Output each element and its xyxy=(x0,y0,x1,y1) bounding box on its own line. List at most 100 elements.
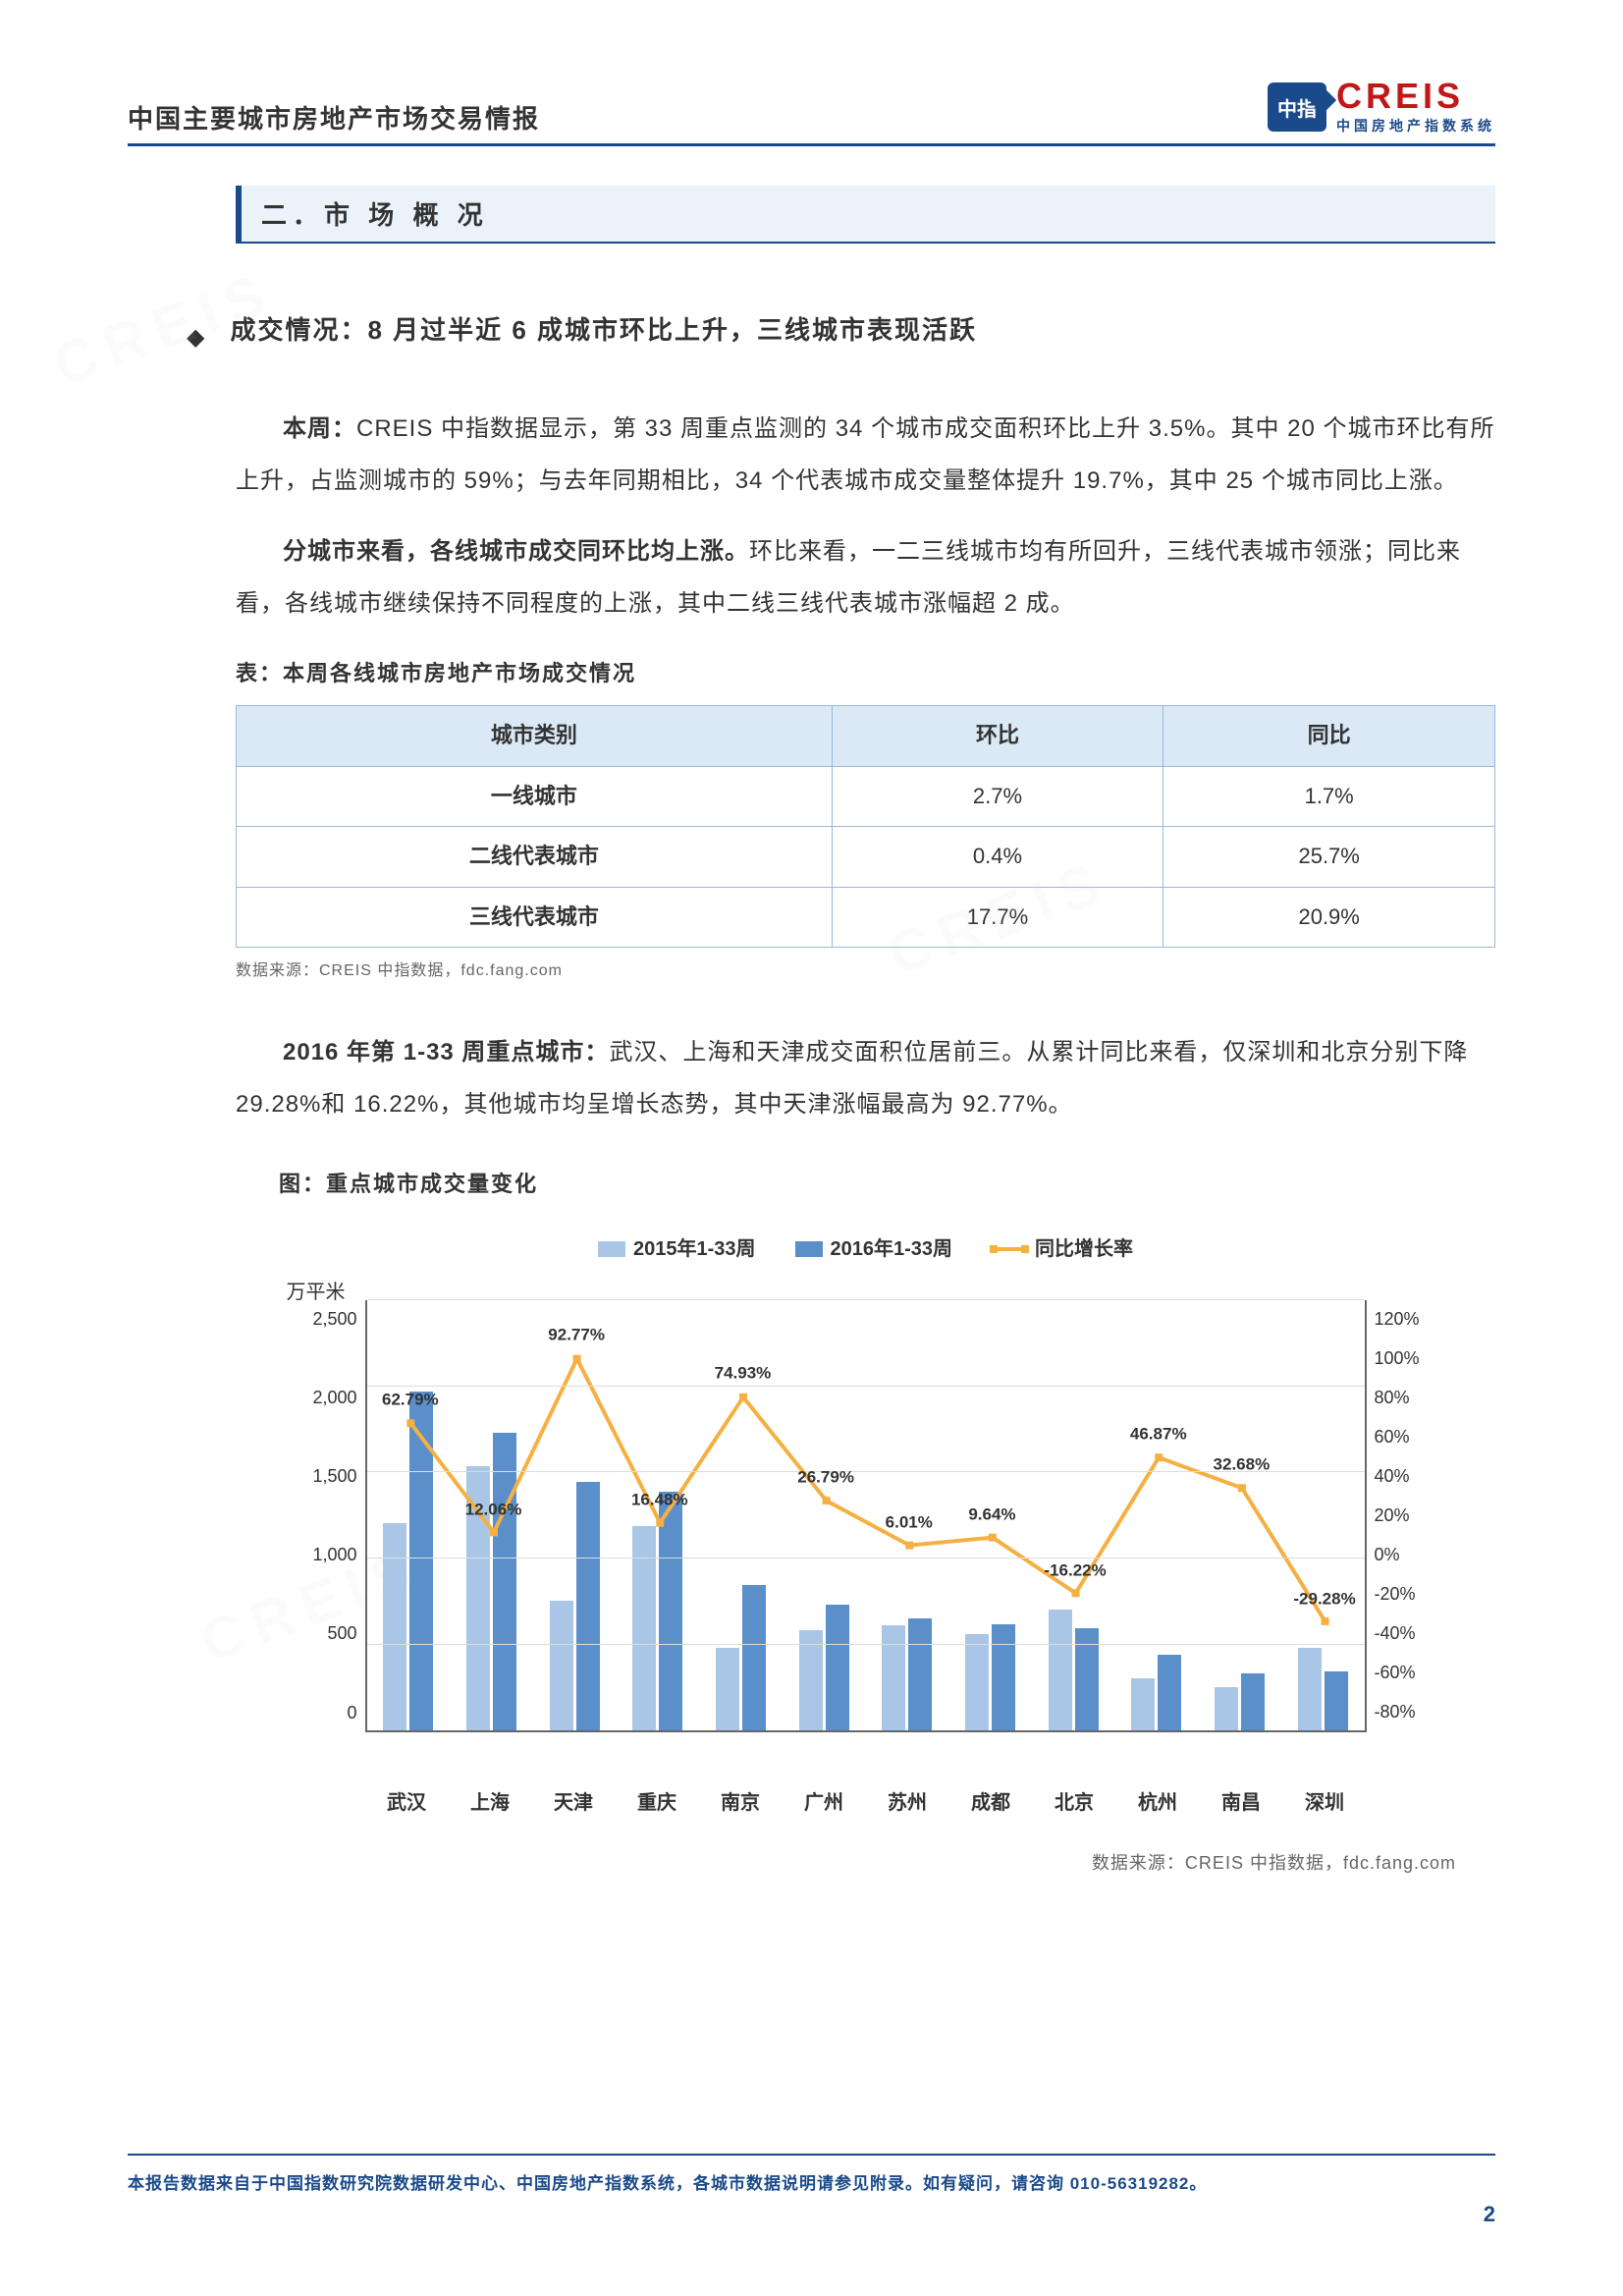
paragraph-1: 本周：CREIS 中指数据显示，第 33 周重点监测的 34 个城市成交面积环比… xyxy=(236,404,1495,508)
table-cell: 25.7% xyxy=(1163,827,1495,887)
table-cell: 三线代表城市 xyxy=(237,887,833,947)
bar-2015 xyxy=(716,1648,739,1730)
y-left-tick: 1,500 xyxy=(312,1457,356,1497)
sub-heading-row: ◆ 成交情况：8 月过半近 6 成城市环比上升，三线城市表现活跃 xyxy=(187,302,1495,364)
legend-series3: 同比增长率 xyxy=(992,1228,1133,1271)
logo-main-text: CREIS xyxy=(1336,79,1495,114)
bar-2015 xyxy=(383,1523,406,1730)
chart-plot-area: 万平米 2,5002,0001,5001,0005000 62.79%12.06… xyxy=(297,1281,1435,1772)
diamond-icon: ◆ xyxy=(187,312,204,364)
y-right-tick: -40% xyxy=(1375,1614,1416,1654)
city-bar-group xyxy=(1039,1610,1108,1730)
paragraph-3: 2016 年第 1-33 周重点城市：武汉、上海和天津成交面积位居前三。从累计同… xyxy=(236,1027,1495,1131)
bar-2015 xyxy=(1298,1648,1322,1730)
growth-label: 92.77% xyxy=(548,1317,605,1353)
x-axis-labels: 武汉上海天津重庆南京广州苏州成都北京杭州南昌深圳 xyxy=(365,1781,1367,1825)
city-bar-group xyxy=(457,1433,525,1730)
para3-lead: 2016 年第 1-33 周重点城市： xyxy=(283,1039,609,1066)
y-right-tick: 20% xyxy=(1375,1497,1410,1536)
city-bar-group xyxy=(623,1492,692,1730)
bar-2016 xyxy=(742,1585,766,1730)
bar-2016 xyxy=(659,1492,682,1730)
growth-label: 62.79% xyxy=(382,1382,439,1418)
city-bar-group xyxy=(1122,1655,1191,1730)
chart-plot: 62.79%12.06%92.77%16.48%74.93%26.79%6.01… xyxy=(365,1300,1367,1732)
legend-label-2: 2016年1-33周 xyxy=(831,1228,953,1271)
table-row: 一线城市2.7%1.7% xyxy=(237,766,1495,826)
bar-2015 xyxy=(799,1630,823,1730)
y-right-tick: -60% xyxy=(1375,1654,1416,1693)
col-mom: 环比 xyxy=(832,706,1163,766)
sub-heading-text: 成交情况：8 月过半近 6 成城市环比上升，三线城市表现活跃 xyxy=(230,302,977,358)
y-right-tick: 80% xyxy=(1375,1379,1410,1418)
para1-lead: 本周： xyxy=(283,415,356,442)
city-bar-group xyxy=(789,1605,858,1730)
city-bar-group xyxy=(706,1585,775,1730)
bar-2016 xyxy=(992,1624,1015,1730)
city-bar-group xyxy=(540,1482,609,1730)
bar-2015 xyxy=(1049,1610,1072,1730)
chart-container: 2015年1-33周 2016年1-33周 同比增长率 万平米 2,5002,0… xyxy=(297,1228,1435,1825)
bar-2016 xyxy=(826,1605,849,1730)
bar-2016 xyxy=(908,1618,932,1730)
table-cell: 0.4% xyxy=(832,827,1163,887)
y-right-tick: 60% xyxy=(1375,1418,1410,1457)
grid-line xyxy=(367,1644,1365,1645)
table-row: 三线代表城市17.7%20.9% xyxy=(237,887,1495,947)
y-right-tick: -80% xyxy=(1375,1693,1416,1732)
legend-line-icon xyxy=(992,1247,1027,1251)
legend-series1: 2015年1-33周 xyxy=(598,1228,756,1271)
x-axis-label: 上海 xyxy=(456,1781,524,1825)
table-cell: 1.7% xyxy=(1163,766,1495,826)
growth-label: 6.01% xyxy=(886,1503,933,1540)
city-bar-group xyxy=(955,1624,1024,1730)
paragraph-2: 分城市来看，各线城市成交同环比均上涨。环比来看，一二三线城市均有所回升，三线代表… xyxy=(236,526,1495,630)
x-axis-label: 北京 xyxy=(1040,1781,1109,1825)
city-bar-group xyxy=(1205,1673,1273,1730)
x-axis-label: 南京 xyxy=(706,1781,775,1825)
table-row: 二线代表城市0.4%25.7% xyxy=(237,827,1495,887)
section-title: 二．市 场 概 况 xyxy=(236,186,1495,244)
bar-2016 xyxy=(576,1482,600,1730)
legend-series2: 2016年1-33周 xyxy=(795,1228,953,1271)
y-left-tick: 1,000 xyxy=(312,1536,356,1575)
bar-2015 xyxy=(882,1625,905,1730)
grid-line xyxy=(367,1386,1365,1387)
col-city-type: 城市类别 xyxy=(237,706,833,766)
chart-legend: 2015年1-33周 2016年1-33周 同比增长率 xyxy=(297,1228,1435,1271)
x-axis-label: 深圳 xyxy=(1290,1781,1359,1825)
growth-label: 32.68% xyxy=(1214,1447,1271,1483)
legend-label-1: 2015年1-33周 xyxy=(633,1228,756,1271)
page-header: 中国主要城市房地产市场交易情报 中指 CREIS 中国房地产指数系统 xyxy=(128,79,1495,146)
city-bar-group xyxy=(374,1392,443,1730)
x-axis-label: 南昌 xyxy=(1207,1781,1275,1825)
growth-label: 9.64% xyxy=(968,1497,1015,1533)
bar-2016 xyxy=(409,1392,433,1730)
bar-2016 xyxy=(1241,1673,1265,1730)
bar-2015 xyxy=(965,1634,989,1731)
bar-2016 xyxy=(1158,1655,1181,1730)
transaction-table: 城市类别 环比 同比 一线城市2.7%1.7%二线代表城市0.4%25.7%三线… xyxy=(236,705,1495,948)
y-left-tick: 500 xyxy=(327,1614,356,1654)
city-bar-group xyxy=(1288,1648,1357,1730)
table-source: 数据来源：CREIS 中指数据，fdc.fang.com xyxy=(236,954,1495,988)
x-axis-label: 天津 xyxy=(539,1781,608,1825)
legend-label-3: 同比增长率 xyxy=(1035,1228,1133,1271)
y-right-tick: -20% xyxy=(1375,1575,1416,1614)
footer-text: 本报告数据来自于中国指数研究院数据研发中心、中国房地产指数系统，各城市数据说明请… xyxy=(128,2169,1495,2194)
growth-label: 74.93% xyxy=(715,1355,772,1392)
x-axis-label: 广州 xyxy=(789,1781,858,1825)
growth-label: 46.87% xyxy=(1130,1416,1187,1452)
grid-line xyxy=(367,1299,1365,1300)
y-right-tick: 120% xyxy=(1375,1300,1420,1339)
growth-label: -16.22% xyxy=(1044,1552,1106,1588)
page-number: 2 xyxy=(128,2202,1495,2227)
growth-label: -29.28% xyxy=(1293,1580,1355,1616)
y-right-tick: 0% xyxy=(1375,1536,1400,1575)
logo-block: 中指 CREIS 中国房地产指数系统 xyxy=(1268,79,1495,136)
report-title: 中国主要城市房地产市场交易情报 xyxy=(128,99,540,136)
legend-swatch-icon xyxy=(795,1241,823,1257)
bar-2015 xyxy=(1215,1687,1238,1730)
legend-swatch-icon xyxy=(598,1241,625,1257)
para2-lead: 分城市来看，各线城市成交同环比均上涨。 xyxy=(283,538,749,565)
